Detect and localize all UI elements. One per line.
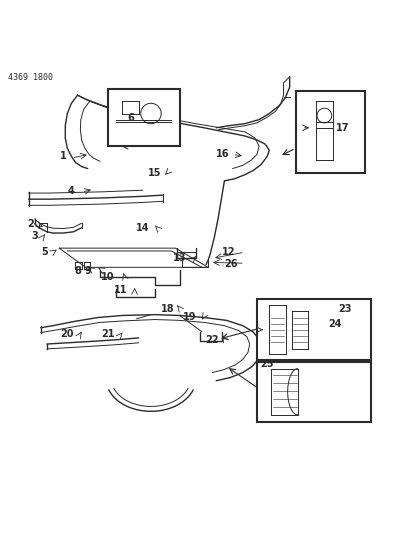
Text: 12: 12 <box>222 247 235 257</box>
Text: 16: 16 <box>215 149 229 159</box>
Text: 3: 3 <box>31 231 38 241</box>
Text: 19: 19 <box>183 312 197 322</box>
Text: 21: 21 <box>101 329 115 339</box>
Text: 20: 20 <box>60 329 74 339</box>
Text: 8: 8 <box>74 265 81 276</box>
Text: 25: 25 <box>260 359 274 369</box>
Text: 17: 17 <box>336 123 350 133</box>
Text: 6: 6 <box>127 112 134 123</box>
Text: 10: 10 <box>101 272 115 282</box>
Bar <box>296 91 365 173</box>
Text: 14: 14 <box>136 223 150 233</box>
Text: 22: 22 <box>205 335 219 345</box>
Text: 23: 23 <box>338 304 352 314</box>
Text: 5: 5 <box>42 247 48 257</box>
Text: 18: 18 <box>160 304 174 314</box>
Text: 15: 15 <box>148 168 162 177</box>
Bar <box>108 89 180 146</box>
Text: 9: 9 <box>84 265 91 276</box>
Text: 13: 13 <box>173 253 186 263</box>
Bar <box>257 362 371 422</box>
Text: 26: 26 <box>224 260 237 270</box>
Text: 11: 11 <box>113 285 127 295</box>
Bar <box>257 299 371 360</box>
Text: 1: 1 <box>60 151 67 161</box>
Text: 24: 24 <box>328 319 341 329</box>
Text: 2: 2 <box>27 219 34 229</box>
Text: 4369 1800: 4369 1800 <box>8 72 53 82</box>
Text: 4: 4 <box>68 186 75 196</box>
